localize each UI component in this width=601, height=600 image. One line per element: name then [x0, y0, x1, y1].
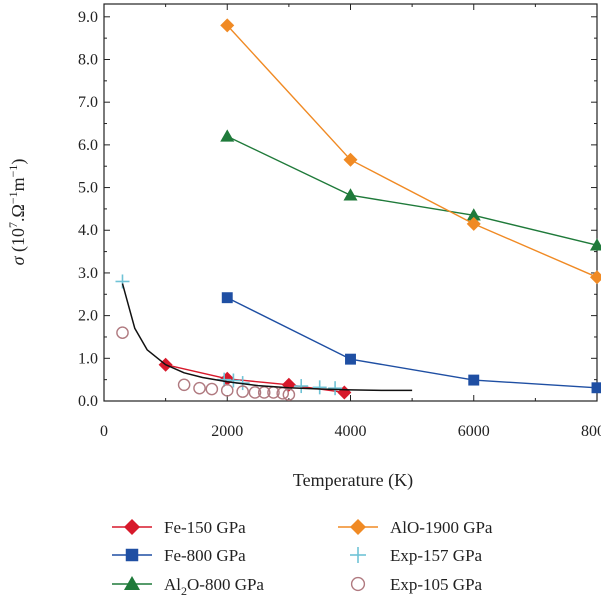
legend-entry-4-marker [350, 547, 366, 563]
series-fe-800-gpa [221, 292, 601, 394]
series-fe-800-gpa-point [221, 292, 233, 304]
x-tick-label: 4000 [335, 423, 367, 440]
legend-entry-6-label-part: Exp-105 GPa [390, 575, 483, 594]
series-exp-105-gpa-point [193, 381, 206, 395]
x-tick-label: 8000 [581, 423, 601, 440]
legend-entry-5-label-part: O-800 GPa [187, 575, 264, 594]
legend-entry-1-label-part: Fe-150 GPa [164, 518, 246, 537]
series-fe-800-gpa-point [591, 382, 601, 394]
series-exp-157-gpa-point [328, 381, 343, 396]
y-tick-label: 1.0 [78, 350, 98, 367]
legend-entry-5-label-part: Al [164, 575, 181, 594]
legend-entry-2: AlO-1900 GPa [338, 518, 493, 537]
series-exp-105-gpa-point [116, 326, 129, 339]
series-exp-105-gpa-point [257, 386, 271, 399]
legend-entry-2-label-part: AlO-1900 GPa [390, 518, 493, 537]
x-tick-label: 0 [100, 423, 108, 440]
legend-entry-2-label: AlO-1900 GPa [390, 518, 493, 537]
legend-entry-3-label-part: Fe-800 GPa [164, 546, 246, 565]
series-exp-157-gpa-point [217, 372, 232, 387]
y-tick-label: 6.0 [78, 137, 98, 154]
legend-entry-5-label-part: 2 [181, 584, 187, 598]
series-al2o-800-gpa-point [220, 129, 235, 142]
legend-entry-3-label: Fe-800 GPa [164, 546, 246, 565]
series-alo-1900-gpa-point [590, 270, 601, 285]
series-fit-line [121, 283, 413, 392]
legend-entry-1-label: Fe-150 GPa [164, 518, 246, 537]
legend-entry-1-marker [124, 519, 140, 535]
series-exp-105-gpa-point [282, 388, 296, 401]
x-tick-label: 6000 [458, 423, 490, 440]
series-layer [115, 18, 601, 401]
y-label-sup2: −1 [6, 191, 20, 204]
y-tick-label: 5.0 [78, 180, 98, 197]
y-label-m: m [8, 177, 28, 191]
legend: Fe-150 GPa AlO-1900 GPa Fe-800 GPa Exp-157 … [112, 518, 493, 598]
series-fe-800-gpa-point [468, 374, 480, 386]
series-al2o-800-gpa-line [226, 135, 598, 246]
series-alo-1900-gpa-point [220, 18, 235, 33]
y-label-close: ) [8, 159, 29, 165]
y-tick-label: 7.0 [78, 94, 98, 111]
y-tick-label: 3.0 [78, 265, 98, 282]
series-exp-105-gpa-point [177, 378, 191, 392]
legend-entry-5-label: Al2O-800 GPa [164, 575, 264, 598]
x-tick-label: 2000 [211, 423, 243, 440]
series-alo-1900-gpa-point [466, 216, 481, 231]
series-fe-800-gpa-line [226, 297, 598, 389]
series-exp-157-gpa-point [312, 380, 327, 395]
legend-entry-3: Fe-800 GPa [112, 546, 246, 565]
series-al2o-800-gpa-point [466, 208, 481, 221]
legend-entry-2-marker [350, 519, 366, 535]
axes-layer: 0.0 1.0 2.0 3.0 4.0 5.0 6.0 7.0 8.0 9.0 0 2000 4000 6… [78, 3, 601, 440]
series-exp-105-gpa-point [220, 384, 234, 397]
y-label-sup1: 7 [6, 222, 20, 228]
legend-entry-1: Fe-150 GPa [112, 518, 246, 537]
y-label-sigma: σ [8, 255, 28, 265]
series-alo-1900-gpa-point [343, 152, 358, 167]
y-tick-label: 0.0 [78, 393, 98, 410]
series-exp-157-gpa-point [294, 379, 309, 394]
legend-entry-5-marker [124, 576, 140, 590]
series-alo-1900-gpa [220, 18, 601, 285]
legend-entry-4-label-part: Exp-157 GPa [390, 546, 483, 565]
y-tick-label: 9.0 [78, 9, 98, 26]
y-label-open: (10 [8, 228, 29, 257]
y-tick-label: 2.0 [78, 308, 98, 325]
legend-entry-4-label: Exp-157 GPa [390, 546, 483, 565]
legend-entry-4: Exp-157 GPa [350, 546, 483, 565]
series-fit [121, 283, 413, 392]
series-fe-800-gpa-point [345, 353, 356, 365]
legend-entry-3-marker [125, 548, 139, 562]
x-axis-label: Temperature (K) [293, 470, 413, 491]
y-axis-label: σ (107.Ω−1m−1) [6, 159, 29, 266]
series-exp-105-gpa-point [236, 385, 249, 398]
series-exp-105-gpa [116, 326, 296, 401]
legend-entry-6: Exp-105 GPa [350, 575, 483, 594]
series-exp-105-gpa-point [205, 382, 219, 396]
legend-entry-6-marker [350, 576, 366, 592]
series-exp-157-gpa-point [226, 373, 241, 388]
legend-entry-5: Al2O-800 GPa [112, 575, 264, 598]
series-al2o-800-gpa [220, 129, 601, 251]
y-tick-label: 4.0 [78, 222, 98, 239]
y-tick-label: 8.0 [78, 51, 98, 68]
series-al2o-800-gpa-point [343, 188, 358, 201]
series-alo-1900-gpa-line [226, 24, 598, 278]
legend-entry-6-label: Exp-105 GPa [390, 575, 483, 594]
series-al2o-800-gpa-point [590, 238, 601, 251]
y-label-sup3: −1 [6, 165, 20, 178]
y-label-mid: .Ω [8, 204, 28, 222]
series-exp-105-gpa-point [248, 386, 262, 399]
